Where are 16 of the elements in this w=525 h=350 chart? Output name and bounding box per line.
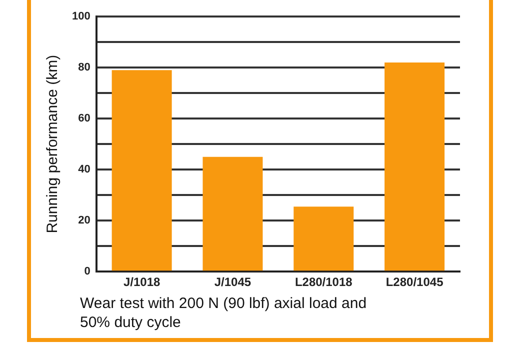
y-tick-label: 60 [78, 112, 90, 125]
bar [384, 62, 445, 271]
y-axis-title: Running performance (km) [44, 54, 62, 234]
x-tick-label: J/1045 [214, 275, 252, 290]
bar [294, 206, 354, 271]
x-axis-title: Wear test with 200 N (90 lbf) axial load and 50% duty cycle [80, 294, 368, 332]
x-tick-label: L280/1018 [294, 275, 353, 290]
y-tick-label: 80 [78, 62, 90, 74]
x-tick-label: L280/1045 [386, 275, 444, 290]
y-tick-label: 20 [78, 214, 90, 227]
x-tick-label: J/1018 [123, 275, 160, 290]
y-tick-label: 100 [72, 10, 90, 23]
y-tick-label: 40 [78, 164, 90, 176]
bar [112, 70, 172, 271]
y-tick-label: 0 [84, 266, 90, 278]
bar [202, 156, 263, 271]
